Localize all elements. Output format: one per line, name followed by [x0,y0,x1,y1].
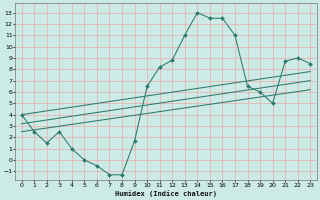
X-axis label: Humidex (Indice chaleur): Humidex (Indice chaleur) [115,190,217,197]
